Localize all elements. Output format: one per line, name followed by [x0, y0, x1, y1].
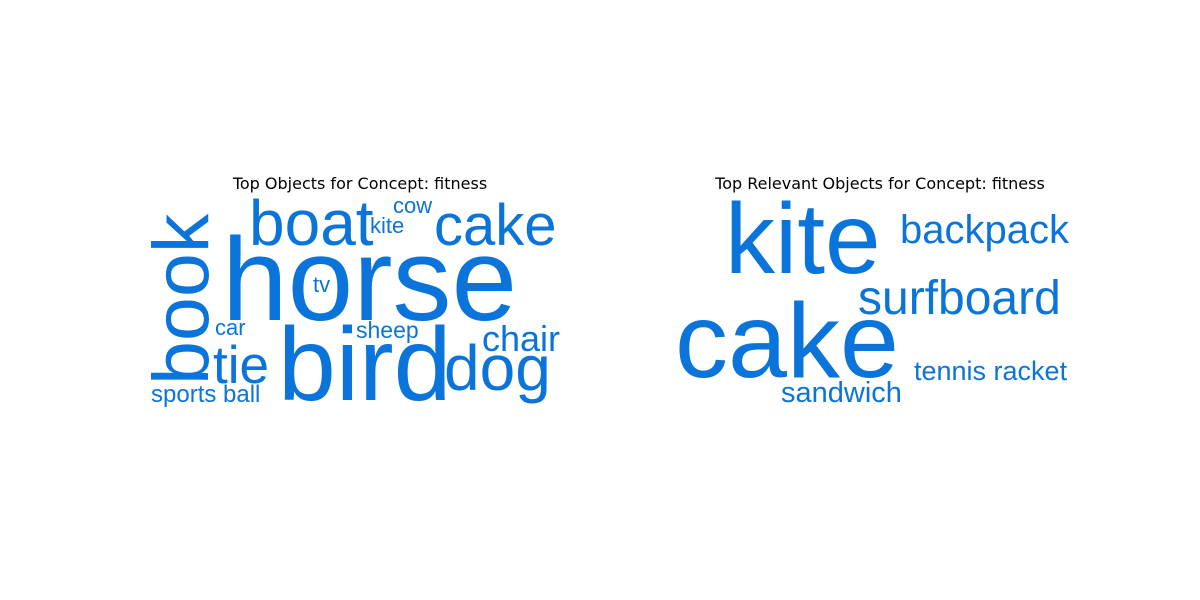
right-panel-title: Top Relevant Objects for Concept: fitnes… [715, 174, 1045, 193]
word-boat: boat [249, 187, 374, 259]
word-tie: tie [213, 336, 269, 395]
left-panel: Top Objects for Concept: fitness horse bi… [110, 0, 610, 600]
word-sheep: sheep [356, 317, 419, 343]
word-cake: cake [434, 193, 557, 258]
word-chair: chair [482, 318, 560, 359]
word-tv: tv [313, 272, 330, 297]
word-sports-ball: sports ball [151, 381, 260, 408]
word-tennis-racket: tennis racket [914, 356, 1068, 386]
word-cow: cow [393, 193, 432, 218]
word-bird: bird [278, 307, 451, 423]
word-kite: kite [370, 213, 404, 238]
word-sandwich: sandwich [781, 377, 902, 409]
right-panel: Top Relevant Objects for Concept: fitnes… [630, 0, 1130, 600]
word-backpack: backpack [900, 208, 1070, 252]
word-car: car [215, 315, 246, 340]
word-surfboard: surfboard [858, 272, 1061, 325]
word-horse: horse [222, 214, 517, 346]
left-panel-title: Top Objects for Concept: fitness [232, 174, 488, 193]
word-kite: kite [725, 183, 881, 295]
word-dog: dog [444, 332, 551, 404]
word-cake: cake [675, 282, 899, 400]
word-book: book [136, 213, 225, 385]
